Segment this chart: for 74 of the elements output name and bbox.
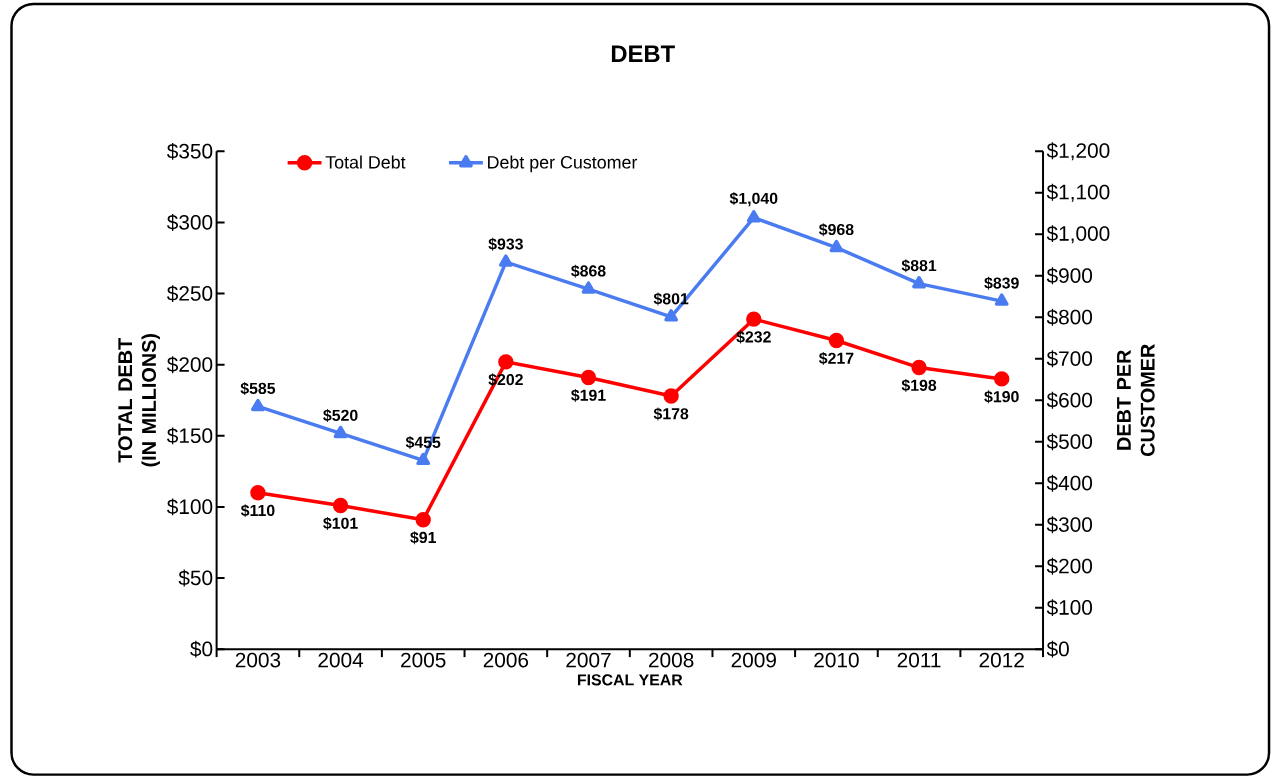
y-tick-label: $250 xyxy=(166,285,213,303)
y2-tick-label: $800 xyxy=(1046,309,1093,326)
y2-tick-label: $300 xyxy=(1046,516,1093,534)
y2-tick-label: $500 xyxy=(1046,433,1093,451)
y-tick-label: $100 xyxy=(166,498,213,516)
point xyxy=(498,354,514,370)
data-label: $839 xyxy=(984,276,1019,290)
point xyxy=(333,425,348,439)
data-label: $585 xyxy=(240,382,276,396)
data-label: $968 xyxy=(818,223,854,237)
point xyxy=(911,360,927,376)
point xyxy=(663,388,679,404)
x-tick-label: 2003 xyxy=(235,652,281,668)
y-tick-label: $50 xyxy=(178,569,213,587)
y2-axis-title: DEBT PER CUSTOMER xyxy=(1117,344,1155,457)
y2-tick-label: $1,100 xyxy=(1046,183,1110,203)
data-label: $91 xyxy=(410,531,437,545)
y-tick-label: $150 xyxy=(166,427,213,445)
x-tick-label: 2008 xyxy=(649,652,694,668)
data-label: $110 xyxy=(240,504,275,518)
data-label: $868 xyxy=(571,264,606,278)
point xyxy=(250,485,266,501)
point xyxy=(581,281,596,294)
point xyxy=(664,309,679,322)
data-label: $191 xyxy=(571,389,606,403)
data-label: $881 xyxy=(901,259,937,273)
data-label: $520 xyxy=(323,409,358,423)
point xyxy=(994,371,1010,387)
data-label: $190 xyxy=(984,390,1019,404)
data-label: $101 xyxy=(323,517,358,531)
x-tick-label: 2004 xyxy=(318,652,364,668)
point xyxy=(994,293,1009,306)
point xyxy=(746,311,762,328)
legend-label: Debt per Customer xyxy=(488,155,638,173)
data-label: $1,040 xyxy=(729,192,778,207)
x-tick-label: 2011 xyxy=(897,652,941,668)
data-label: $178 xyxy=(653,407,689,421)
point xyxy=(332,498,349,514)
y-tick-label: $300 xyxy=(166,214,213,232)
chart-title: DEBT xyxy=(611,45,675,63)
data-label: $198 xyxy=(901,379,937,393)
data-label: $933 xyxy=(488,237,523,251)
y-tick-label: $200 xyxy=(166,356,213,374)
y2-tick-label: $600 xyxy=(1046,392,1093,409)
point xyxy=(580,369,597,386)
y2-tick-label: $1,000 xyxy=(1046,225,1110,244)
x-tick-label: 2009 xyxy=(731,652,776,668)
y2-tick-label: $900 xyxy=(1046,267,1093,285)
point xyxy=(746,210,761,223)
y-tick-label: $350 xyxy=(166,143,213,160)
x-axis-title: FISCAL YEAR xyxy=(577,674,683,686)
legend-label: Total Debt xyxy=(325,155,406,169)
data-label: $217 xyxy=(818,352,854,366)
y2-tick-label: $0 xyxy=(1046,640,1069,658)
y2-tick-label: $1,200 xyxy=(1046,142,1110,161)
point xyxy=(251,398,265,412)
point xyxy=(912,276,926,289)
point xyxy=(415,512,431,528)
y-tick-label: $0 xyxy=(190,640,213,658)
point xyxy=(416,452,431,466)
y2-tick-label: $100 xyxy=(1046,599,1093,617)
x-tick-label: 2005 xyxy=(401,652,446,668)
point xyxy=(828,333,845,349)
y-axis-title: TOTAL DEBT (IN MILLIONS) xyxy=(118,334,160,467)
point xyxy=(498,254,513,267)
data-label: $232 xyxy=(736,330,771,344)
x-tick-label: 2010 xyxy=(814,652,859,668)
y2-tick-label: $700 xyxy=(1046,350,1093,368)
point xyxy=(829,240,844,253)
x-tick-label: 2006 xyxy=(483,652,529,668)
y2-tick-label: $400 xyxy=(1046,474,1093,492)
y2-tick-label: $200 xyxy=(1046,557,1093,575)
x-tick-label: 2012 xyxy=(979,652,1024,668)
x-tick-label: 2007 xyxy=(566,652,611,668)
